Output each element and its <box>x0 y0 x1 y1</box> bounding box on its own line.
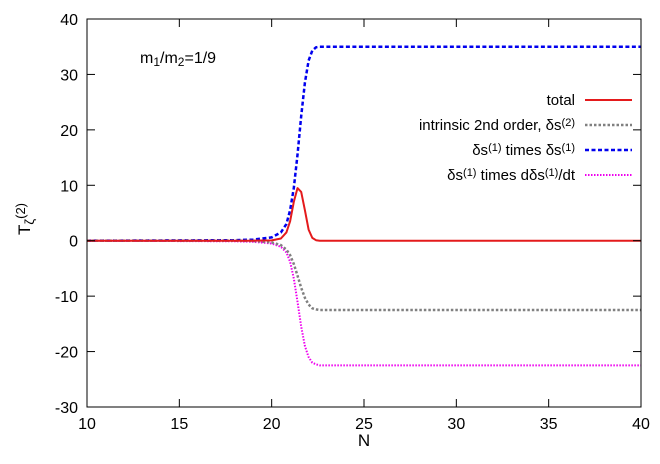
legend-label: total <box>547 92 575 109</box>
x-axis-label: N <box>358 431 370 450</box>
text-part: m <box>140 50 153 67</box>
y-tick-label: 40 <box>60 12 78 29</box>
y-tick-label: -10 <box>55 289 78 306</box>
text-part: 2 <box>178 55 185 69</box>
y-tick-label: -20 <box>55 345 78 362</box>
text-part: (1) <box>463 167 476 179</box>
x-tick-label: 25 <box>355 416 373 433</box>
series-line <box>87 239 641 312</box>
mass-ratio-annotation: m1/m2=1/9 <box>140 50 216 69</box>
text-part: T <box>15 225 34 235</box>
x-tick-label: 30 <box>447 416 465 433</box>
text-part: (1) <box>488 142 501 154</box>
text-part: δs <box>447 167 463 184</box>
text-part: total <box>547 92 575 109</box>
text-part: (1) <box>562 142 575 154</box>
x-tick-label: 20 <box>263 416 281 433</box>
y-tick-label: 0 <box>69 234 78 251</box>
text-part: (2) <box>562 117 575 129</box>
legend-label: intrinsic 2nd order, δs(2) <box>419 117 575 134</box>
text-part: /dt <box>558 167 576 184</box>
y-axis-label: Tζ(2) <box>13 203 37 235</box>
x-tick-label: 10 <box>78 416 96 433</box>
text-part: =1/9 <box>184 50 216 67</box>
text-part: times δs <box>502 142 562 159</box>
y-tick-label: 20 <box>60 123 78 140</box>
series-line <box>87 187 641 242</box>
y-tick-label: 10 <box>60 178 78 195</box>
text-part: 1 <box>153 55 160 69</box>
text-part: intrinsic 2nd order, δs <box>419 117 562 134</box>
text-part: times dδs <box>476 167 544 184</box>
x-tick-label: 35 <box>540 416 558 433</box>
y-tick-label: 30 <box>60 67 78 84</box>
legend-label: δs(1) times δs(1) <box>472 142 575 159</box>
y-tick-label: -30 <box>55 400 78 417</box>
series-line <box>87 239 641 367</box>
text-part: (1) <box>545 167 558 179</box>
x-tick-label: 15 <box>170 416 188 433</box>
ticks <box>86 18 642 408</box>
text-part: /m <box>160 50 178 67</box>
text-part: δs <box>472 142 488 159</box>
x-tick-label: 40 <box>632 416 650 433</box>
text-part: (2) <box>13 203 28 219</box>
legend-label: δs(1) times dδs(1)/dt <box>447 167 576 184</box>
text-part: ζ <box>22 219 37 225</box>
plot-lines <box>87 45 641 367</box>
plot-frame <box>86 18 642 408</box>
tick-labels: 10 15 20 25 30 35 40 -30 -20 -10 0 10 20 30 40 <box>55 12 650 433</box>
